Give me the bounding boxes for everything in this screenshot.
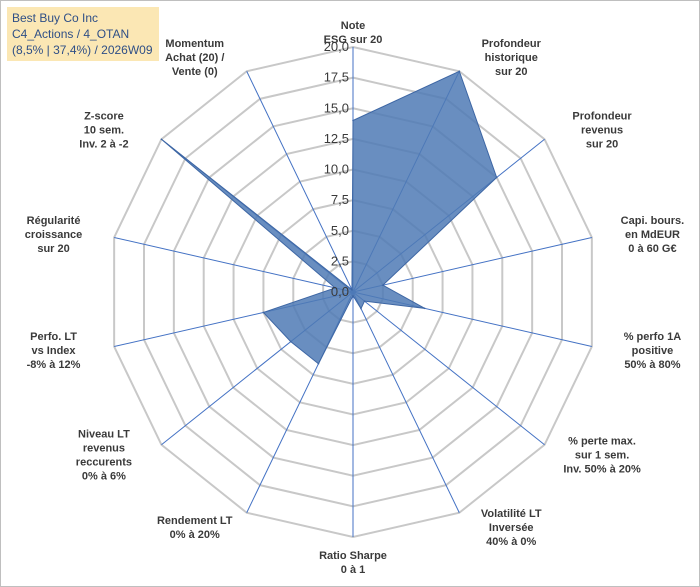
axis-label: Note ESG sur 20 <box>324 20 383 46</box>
data-point <box>363 300 366 302</box>
axis-label-line: Inv. 50% à 20% <box>563 464 641 476</box>
data-point <box>352 119 354 122</box>
axis-label-line: Ratio Sharpe <box>319 550 387 562</box>
radar-series <box>160 70 498 365</box>
axis-spoke <box>352 291 460 513</box>
data-point <box>495 176 498 179</box>
axis-label-line: Note <box>341 20 365 32</box>
axis-label-line: Momentum <box>165 38 224 50</box>
axis-label-line: Inv. 2 à -2 <box>79 138 128 150</box>
axis-label-line: 0 à 60 G€ <box>628 243 676 255</box>
title-line-1: Best Buy Co Inc <box>12 11 99 25</box>
tick-label: 17,5 <box>324 70 349 85</box>
axis-label: Profondeur historique sur 20 <box>482 38 542 78</box>
tick-label: 15,0 <box>324 100 349 115</box>
data-point <box>334 287 336 289</box>
data-point <box>317 362 320 365</box>
axis-spoke <box>352 291 545 446</box>
data-point <box>160 138 163 141</box>
tick-label: 7,5 <box>331 192 349 207</box>
data-point <box>458 70 461 73</box>
data-point <box>352 294 354 297</box>
axis-spoke <box>246 71 354 293</box>
axis-label: Capi. bours. en MdEUR 0 à 60 G€ <box>621 215 685 255</box>
axis-label-line: Achat (20) / <box>165 52 224 64</box>
axis-label-line: sur 20 <box>586 138 618 150</box>
tick-label: 5,0 <box>331 223 349 238</box>
axis-label-line: Vente (0) <box>172 66 218 78</box>
axis-label-line: 40% à 0% <box>486 536 536 548</box>
title-line-3: (8,5% | 37,4%) / 2026W09 <box>12 43 153 57</box>
tick-label: 0,0 <box>331 284 349 299</box>
axis-label-line: Z-score <box>84 110 124 122</box>
axis-label: Profondeur revenus sur 20 <box>572 110 632 150</box>
axis-label-line: 0% à 20% <box>170 529 220 541</box>
axis-label-line: 50% à 80% <box>624 359 680 371</box>
axis-label-line: -8% à 12% <box>27 359 81 371</box>
data-point <box>262 311 265 314</box>
axis-label: Régularité croissance sur 20 <box>25 215 82 255</box>
axis-label-line: Profondeur <box>482 38 542 50</box>
axis-label: Rendement LT 0% à 20% <box>157 515 233 541</box>
title-line-2: C4_Actions / 4_OTAN <box>12 27 130 41</box>
axis-label-line: 0 à 1 <box>341 564 365 576</box>
chart-title-box: Best Buy Co Inc C4_Actions / 4_OTAN (8,5… <box>7 7 159 61</box>
axis-label-line: revenus <box>581 124 623 136</box>
axis-label-line: % perte max. <box>568 436 636 448</box>
axis-label-line: Niveau LT <box>78 429 130 441</box>
axis-label-line: sur 20 <box>37 243 69 255</box>
axis-label: Z-score 10 sem. Inv. 2 à -2 <box>79 110 128 150</box>
axis-label-line: Perfo. LT <box>30 331 77 343</box>
axis-label: % perte max. sur 1 sem. Inv. 50% à 20% <box>563 436 641 476</box>
axis-label: Momentum Achat (20) / Vente (0) <box>165 38 224 78</box>
axis-spoke <box>114 236 354 293</box>
axis-spoke <box>352 236 592 293</box>
axis-label-line: sur 20 <box>495 66 527 78</box>
axis-label-line: Profondeur <box>572 110 632 122</box>
data-point <box>351 288 353 291</box>
axis-label-line: Volatilité LT <box>481 508 542 520</box>
data-point <box>423 307 426 310</box>
data-point <box>382 284 384 286</box>
axis-label-line: Rendement LT <box>157 515 233 527</box>
tick-label: 2,5 <box>331 253 349 268</box>
axis-label-line: 10 sem. <box>84 124 124 136</box>
axis-label-line: Capi. bours. <box>621 215 685 227</box>
axis-label-line: revenus <box>83 443 125 455</box>
axis-label: Niveau LT revenus reccurents 0% à 6% <box>76 429 132 483</box>
axis-label-line: historique <box>485 52 538 64</box>
axis-label-line: positive <box>632 345 674 357</box>
axis-label-line: reccurents <box>76 457 132 469</box>
axis-label: Ratio Sharpe 0 à 1 <box>319 550 387 576</box>
tick-label: 12,5 <box>324 131 349 146</box>
axis-label-line: sur 1 sem. <box>575 450 629 462</box>
axis-label: Volatilité LT Inversée 40% à 0% <box>481 508 542 548</box>
radar-axis-labels: Note ESG sur 20 Profondeur historique sur 20… <box>25 20 684 576</box>
data-point <box>360 307 362 310</box>
tick-label: 10,0 <box>324 162 349 177</box>
axis-label-line: % perfo 1A <box>624 331 682 343</box>
axis-label: Perfo. LT vs Index -8% à 12% <box>27 331 81 371</box>
radar-tick-labels: 0,0 2,5 5,0 7,5 10,0 12,5 15,0 17,5 20,0 <box>324 39 349 299</box>
axis-label-line: Inversée <box>489 522 534 534</box>
axis-label: % perfo 1A positive 50% à 80% <box>624 331 682 371</box>
axis-label-line: Régularité <box>27 215 81 227</box>
axis-label-line: croissance <box>25 229 82 241</box>
axis-label-line: vs Index <box>32 345 77 357</box>
axis-label-line: en MdEUR <box>625 229 680 241</box>
axis-label-line: 0% à 6% <box>82 471 126 483</box>
data-point <box>289 340 292 343</box>
tick-label: 20,0 <box>324 39 349 54</box>
axis-label-line: ESG sur 20 <box>324 34 383 46</box>
